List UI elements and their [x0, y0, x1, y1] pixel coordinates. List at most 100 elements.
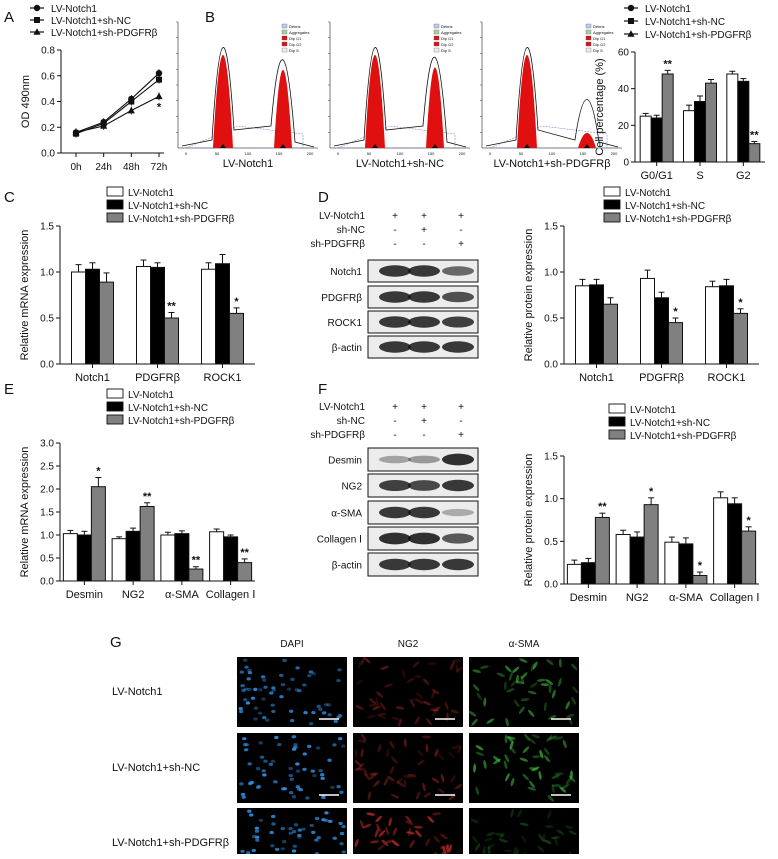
micro-column-label: α-SMA [509, 639, 540, 650]
bar [216, 264, 230, 364]
mini-legend-swatch [434, 48, 439, 52]
legend-label: LV-Notch1 [645, 4, 691, 15]
nucleus [241, 793, 245, 796]
marker-square [628, 18, 634, 24]
y-tick-label: 1.0 [544, 494, 558, 505]
x-tick-label: Desmin [66, 589, 103, 601]
legend: LV-Notch1LV-Notch1+sh-NCLV-Notch1+sh-PDG… [107, 187, 235, 225]
nucleus [243, 659, 247, 662]
bar [77, 535, 91, 581]
bar [189, 569, 203, 581]
nucleus [255, 830, 259, 833]
nucleus [340, 832, 344, 835]
legend-swatch [107, 402, 123, 411]
nucleus [290, 719, 294, 722]
y-axis-title: Relative protein expression [523, 454, 535, 587]
bar [581, 563, 595, 584]
band-label: α-SMA [331, 509, 362, 520]
legend-label: LV-Notch1+sh-NC [128, 201, 208, 212]
nucleus [311, 672, 315, 675]
protein-band [408, 456, 440, 464]
legend: LV-Notch1LV-Notch1+sh-NCLV-Notch1+sh-PDG… [30, 4, 158, 39]
g1-peak [517, 55, 537, 148]
bar [224, 537, 238, 581]
significance-label: * [746, 515, 751, 527]
band-label: Collagen Ⅰ [317, 535, 362, 546]
nucleus [241, 689, 245, 692]
nucleus [303, 711, 307, 714]
micro-column-label: DAPI [280, 639, 303, 650]
legend: LV-Notch1LV-Notch1+sh-NCLV-Notch1+sh-PDG… [107, 389, 235, 427]
legend-swatch [107, 389, 123, 398]
x-tick-label: G2 [736, 170, 751, 182]
nucleus [240, 671, 244, 674]
nucleus [292, 735, 296, 738]
nucleus [242, 796, 246, 799]
condition-sign: - [459, 416, 462, 427]
y-tick-label: 1.5 [544, 452, 558, 463]
x-tick-label: Notch1 [75, 372, 110, 384]
legend-label: LV-Notch1+sh-NC [625, 201, 705, 212]
significance-label: ** [143, 491, 152, 503]
mini-legend-label: Dip S [441, 48, 451, 53]
nucleus [288, 827, 292, 830]
nucleus [295, 666, 299, 669]
nucleus [255, 839, 259, 842]
nucleus [256, 767, 260, 770]
nucleus [322, 711, 326, 714]
nucleus [336, 679, 340, 682]
protein-band [408, 533, 440, 545]
bar [165, 318, 179, 364]
y-tick-label: 0.4 [41, 97, 55, 108]
nucleus [240, 684, 244, 687]
mini-legend-label: Aggregates [593, 30, 613, 35]
bar [137, 266, 151, 364]
mini-legend-swatch [434, 30, 439, 34]
y-tick-label: 2.5 [40, 462, 54, 473]
nucleus [269, 831, 273, 834]
nucleus [245, 743, 249, 746]
bar [210, 532, 224, 581]
protein-band [379, 316, 411, 327]
nucleus [316, 705, 320, 708]
mini-legend-swatch [586, 48, 591, 52]
nucleus [339, 791, 343, 794]
bar [662, 74, 673, 162]
mini-legend-label: Dip S [289, 48, 299, 53]
nucleus [249, 813, 253, 816]
panel-letter-d: D [318, 189, 329, 206]
nucleus [302, 768, 306, 771]
nucleus [247, 762, 251, 765]
bar [112, 539, 126, 581]
mini-legend-swatch [586, 24, 591, 28]
panel-letter-e: E [4, 381, 14, 398]
nucleus [288, 767, 292, 770]
significance-label: * [738, 297, 743, 309]
bar [100, 282, 114, 364]
bar [126, 531, 140, 581]
nucleus [283, 787, 287, 790]
y-tick-label: 1.0 [40, 531, 54, 542]
nucleus [246, 701, 250, 704]
nucleus [295, 762, 299, 765]
micro-column-label: NG2 [398, 639, 419, 650]
panel-letter-a: A [4, 9, 14, 26]
significance-label: * [157, 101, 162, 113]
bar [72, 272, 86, 364]
mini-legend-swatch [434, 24, 439, 28]
x-tick-label: Collagen Ⅰ [710, 592, 760, 604]
nucleus [255, 836, 259, 839]
nucleus [271, 760, 275, 763]
nucleus [330, 786, 334, 789]
nucleus [273, 780, 277, 783]
y-tick-label: 2.0 [40, 485, 54, 496]
bar [202, 269, 216, 364]
nucleus [293, 845, 297, 848]
nucleus [309, 722, 313, 725]
protein-band [408, 507, 440, 518]
nucleus [242, 737, 246, 740]
y-tick-label: 1.5 [40, 222, 54, 233]
nucleus [296, 785, 300, 788]
significance-label: ** [598, 501, 607, 513]
